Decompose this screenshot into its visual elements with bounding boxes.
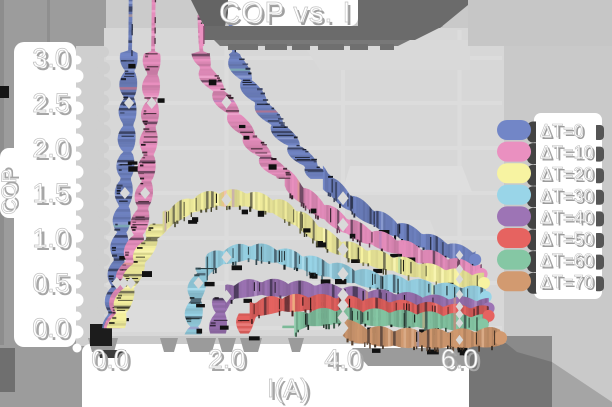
svg-text:ΔT=60: ΔT=60 [540, 251, 594, 271]
svg-text:4.0: 4.0 [327, 347, 365, 377]
svg-text:0.0: 0.0 [94, 347, 132, 377]
svg-text:ΔT=70: ΔT=70 [540, 272, 594, 292]
svg-text:0.0: 0.0 [35, 316, 73, 346]
svg-text:ΔT=20: ΔT=20 [540, 164, 594, 184]
svg-text:ΔT=70: ΔT=70 [542, 274, 596, 294]
svg-text:2.0: 2.0 [208, 344, 246, 374]
svg-text:COP vs. I: COP vs. I [222, 0, 355, 32]
svg-text:1.5: 1.5 [35, 181, 73, 211]
svg-text:ΔT=20: ΔT=20 [542, 166, 596, 186]
svg-text:6.0: 6.0 [441, 344, 479, 374]
svg-text:3.0: 3.0 [32, 43, 70, 73]
svg-text:ΔT=0: ΔT=0 [540, 121, 584, 141]
svg-text:ΔT=0: ΔT=0 [542, 123, 586, 143]
svg-text:1.0: 1.0 [32, 223, 70, 253]
svg-text:I(A): I(A) [267, 373, 309, 403]
svg-text:4.0: 4.0 [324, 344, 362, 374]
svg-text:1.0: 1.0 [35, 226, 73, 256]
svg-text:ΔT=60: ΔT=60 [542, 253, 596, 273]
svg-text:2.0: 2.0 [35, 136, 73, 166]
svg-text:I(A): I(A) [270, 376, 312, 406]
svg-text:ΔT=30: ΔT=30 [540, 186, 594, 206]
svg-text:ΔT=10: ΔT=10 [542, 145, 596, 165]
svg-text:6.0: 6.0 [444, 347, 482, 377]
svg-text:2.0: 2.0 [211, 347, 249, 377]
svg-text:ΔT=40: ΔT=40 [542, 209, 596, 229]
svg-text:2.0: 2.0 [32, 133, 70, 163]
svg-text:COP: COP [0, 169, 21, 215]
svg-text:ΔT=50: ΔT=50 [540, 229, 594, 249]
svg-text:1.5: 1.5 [32, 178, 70, 208]
svg-text:3.0: 3.0 [35, 46, 73, 76]
svg-text:0.5: 0.5 [35, 271, 73, 301]
svg-text:0.5: 0.5 [32, 268, 70, 298]
svg-text:0.0: 0.0 [91, 344, 129, 374]
svg-text:ΔT=10: ΔT=10 [540, 143, 594, 163]
svg-text:COP: COP [1, 166, 24, 212]
svg-text:ΔT=50: ΔT=50 [542, 231, 596, 251]
svg-text:ΔT=40: ΔT=40 [540, 207, 594, 227]
svg-text:2.5: 2.5 [35, 91, 73, 121]
svg-text:0.0: 0.0 [32, 313, 70, 343]
svg-text:COP vs. I: COP vs. I [219, 0, 352, 29]
svg-text:ΔT=30: ΔT=30 [542, 188, 596, 208]
svg-text:2.5: 2.5 [32, 88, 70, 118]
